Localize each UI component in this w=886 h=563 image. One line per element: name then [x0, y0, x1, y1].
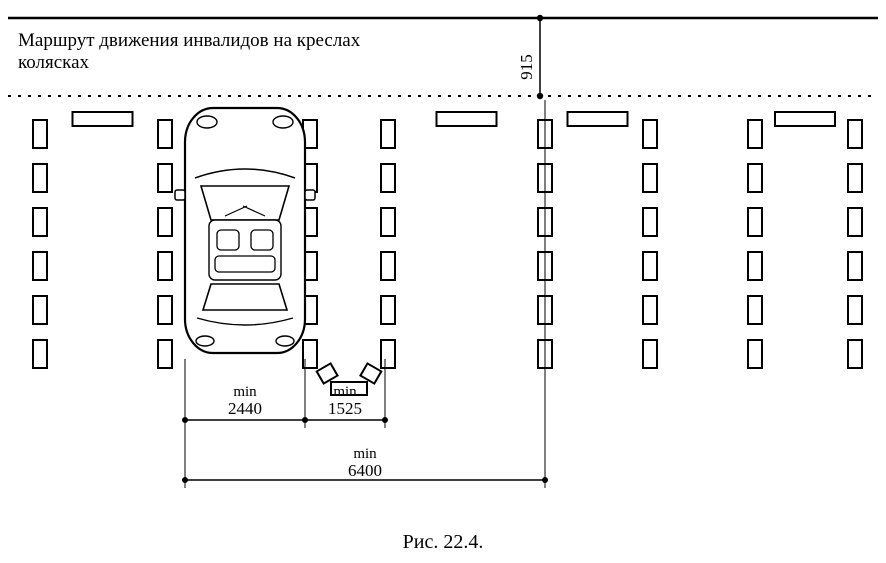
- lane-dash: [643, 296, 657, 324]
- lane-top-bar: [568, 112, 628, 126]
- lane-dash: [848, 164, 862, 192]
- lane-dash: [381, 208, 395, 236]
- lane-top-bar: [73, 112, 133, 126]
- route-label-line1: Маршрут движения инвалидов на креслах: [18, 30, 361, 51]
- lane-dash: [748, 164, 762, 192]
- route-label-line2: колясках: [18, 52, 90, 73]
- lane-dash: [643, 164, 657, 192]
- lane-dash: [848, 340, 862, 368]
- lane-dash: [158, 340, 172, 368]
- lane-dash: [33, 296, 47, 324]
- lane-dash: [748, 120, 762, 148]
- figure-caption: Рис. 22.4.: [403, 531, 484, 553]
- dim-1525-value: 1525: [328, 399, 362, 418]
- dim-915-dot-bot: [537, 93, 543, 99]
- aisle-curb-left: [317, 363, 338, 383]
- lane-dash: [381, 296, 395, 324]
- dim-dot: [302, 417, 308, 423]
- lane-dash: [381, 164, 395, 192]
- lane-dash: [158, 252, 172, 280]
- lane-dash: [748, 252, 762, 280]
- dim-6400-min: min: [353, 446, 377, 462]
- lane-dash: [381, 252, 395, 280]
- dim-dot: [542, 477, 548, 483]
- lane-dash: [381, 340, 395, 368]
- dim-dot: [382, 417, 388, 423]
- lane-dash: [33, 164, 47, 192]
- lane-dash: [158, 164, 172, 192]
- lane-dash: [643, 252, 657, 280]
- lane-dash: [643, 340, 657, 368]
- lane-top-bar: [437, 112, 497, 126]
- dim-915-value: 915: [517, 54, 536, 80]
- lane-dash: [158, 208, 172, 236]
- lane-dash: [848, 252, 862, 280]
- lane-dash: [33, 252, 47, 280]
- dim-2440-min: min: [233, 384, 257, 400]
- lane-dash: [748, 340, 762, 368]
- lane-dash: [381, 120, 395, 148]
- lane-top-bar: [775, 112, 835, 126]
- lane-dash: [848, 208, 862, 236]
- lane-dash: [748, 296, 762, 324]
- aisle-curb-right: [360, 363, 381, 383]
- lane-dash: [158, 296, 172, 324]
- dim-dot: [182, 477, 188, 483]
- dim-dot: [182, 417, 188, 423]
- parking-diagram: Маршрут движения инвалидов на креслахкол…: [0, 0, 886, 563]
- lane-dash: [33, 120, 47, 148]
- lane-dash: [33, 208, 47, 236]
- lane-dash: [158, 120, 172, 148]
- lane-dash: [848, 120, 862, 148]
- lane-dash: [643, 208, 657, 236]
- lane-dash: [643, 120, 657, 148]
- lane-dash: [848, 296, 862, 324]
- car-top-view: [175, 108, 315, 353]
- lane-dash: [33, 340, 47, 368]
- dim-6400-value: 6400: [348, 461, 382, 480]
- dim-1525-min: min: [333, 384, 357, 400]
- dim-915-dot-top: [537, 15, 543, 21]
- lane-dash: [748, 208, 762, 236]
- dim-2440-value: 2440: [228, 399, 262, 418]
